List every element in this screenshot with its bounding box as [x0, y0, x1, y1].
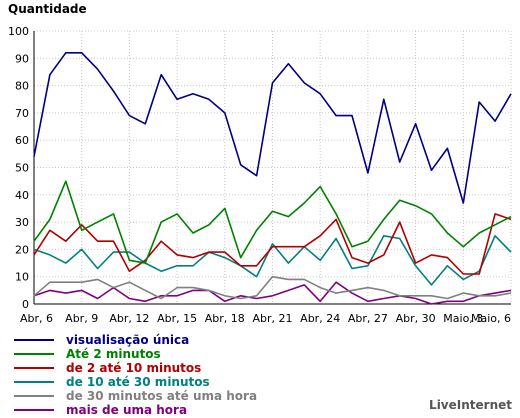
y-tick-label: 100: [8, 25, 29, 38]
x-tick-label: Abr, 6: [20, 312, 53, 325]
legend-label: de 10 até 30 minutos: [66, 375, 210, 389]
legend-swatch: [14, 381, 54, 383]
legend-swatch: [14, 367, 54, 369]
legend-swatch: [14, 409, 54, 411]
watermark-liveinternet: LiveInternet: [429, 398, 512, 412]
x-tick-label: Abr, 15: [157, 312, 197, 325]
legend: visualisação única Até 2 minutos de 2 até …: [14, 333, 257, 417]
legend-swatch: [14, 395, 54, 397]
y-tick-label: 10: [15, 271, 29, 284]
legend-label: de 30 minutos até uma hora: [66, 389, 258, 403]
legend-label: de 2 até 10 minutos: [66, 361, 202, 375]
legend-item: de 2 até 10 minutos: [14, 361, 257, 375]
y-tick-label: 0: [22, 298, 29, 311]
x-tick-label: Maio, 6: [471, 312, 511, 325]
y-tick-label: 70: [15, 107, 29, 120]
line-chart: 0 10 20 30 40 50 60 70 80 90 100 Abr, 6 Abr, 9 Abr, 1…: [8, 25, 512, 325]
legend-swatch: [14, 353, 54, 355]
x-tick-label: Abr, 30: [396, 312, 436, 325]
legend-swatch: [14, 339, 54, 341]
y-tick-label: 60: [15, 134, 29, 147]
legend-item: mais de uma hora: [14, 403, 257, 417]
legend-item: Até 2 minutos: [14, 347, 257, 361]
y-tick-label: 80: [15, 80, 29, 93]
x-tick-label: Abr, 24: [300, 312, 340, 325]
y-tick-label: 90: [15, 52, 29, 65]
legend-item: visualisação única: [14, 333, 257, 347]
series-line: [33, 51, 512, 204]
series-line: [33, 180, 512, 264]
legend-item: de 30 minutos até uma hora: [14, 389, 257, 403]
x-tick-label: Abr, 9: [65, 312, 98, 325]
x-tick-label: Abr, 12: [109, 312, 149, 325]
y-tick-label: 20: [15, 243, 29, 256]
legend-label: visualisação única: [66, 333, 190, 347]
x-tick-label: Abr, 18: [205, 312, 245, 325]
y-tick-label: 40: [15, 189, 29, 202]
series-line: [33, 213, 512, 275]
y-axis-label: Quantidade: [8, 2, 87, 16]
x-tick-label: Maio, 3: [443, 312, 483, 325]
legend-label: mais de uma hora: [66, 403, 188, 417]
legend-item: de 10 até 30 minutos: [14, 375, 257, 389]
legend-label: Até 2 minutos: [66, 347, 161, 361]
y-tick-label: 30: [15, 216, 29, 229]
x-tick-label: Abr, 21: [252, 312, 292, 325]
y-tick-label: 50: [15, 162, 29, 175]
series-line: [33, 235, 512, 286]
series-line: [33, 275, 512, 300]
x-tick-label: Abr, 27: [348, 312, 388, 325]
